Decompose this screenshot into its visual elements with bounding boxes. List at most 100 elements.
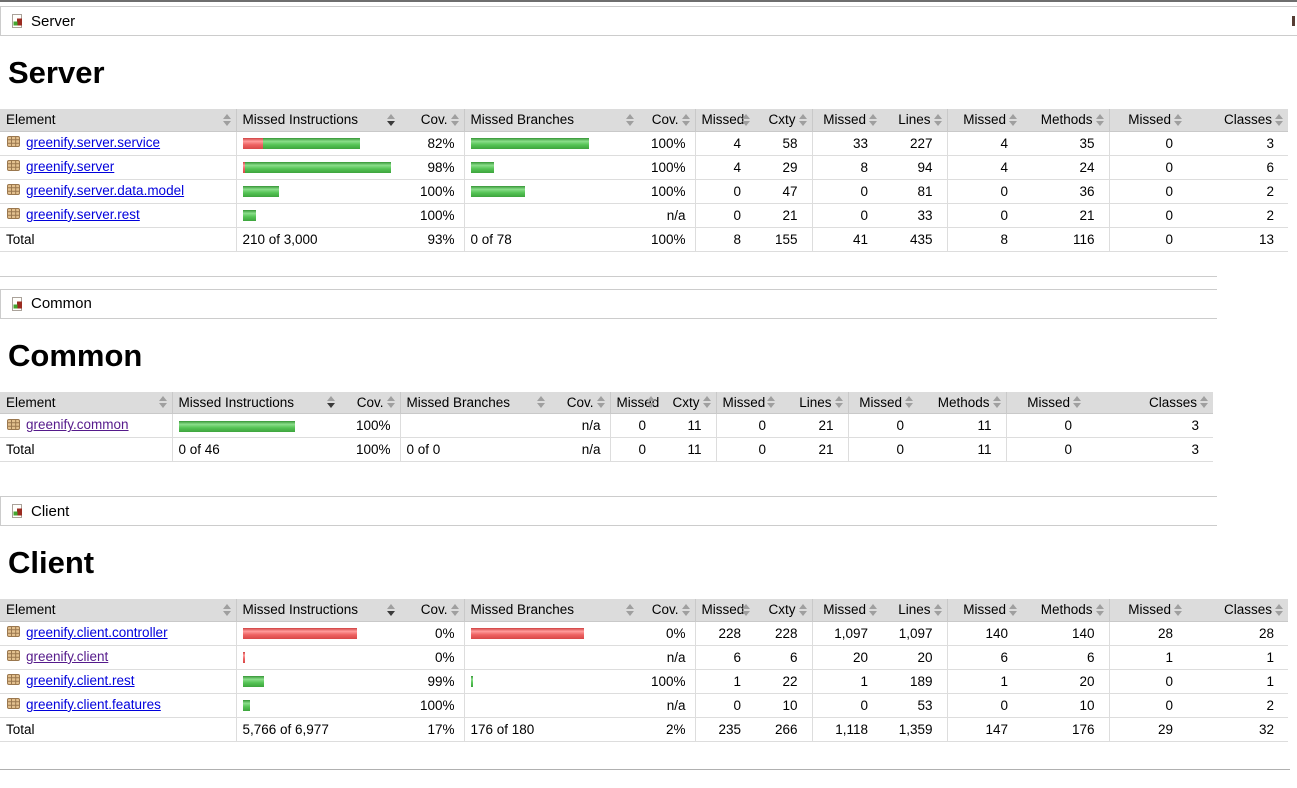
package-icon — [6, 625, 21, 641]
count-cell: 227 — [882, 131, 947, 156]
column-header-cxty[interactable]: Cxty — [755, 599, 812, 622]
column-header-missed[interactable]: Missed — [1108, 109, 1187, 132]
package-link[interactable]: greenify.client.features — [26, 696, 161, 712]
column-header-missed[interactable]: Missed — [847, 391, 918, 414]
count-cell: 228 — [755, 621, 812, 646]
column-label: Missed — [963, 602, 1006, 618]
total-row: Total 0 of 46 100% 0 of 0 n/a 0 11 0 21 0 11 0 3 — [0, 437, 1213, 462]
coverage-cell: 98% — [400, 155, 464, 180]
column-header-cov[interactable]: Cov. — [639, 109, 695, 132]
column-header-missed[interactable]: Missed — [946, 109, 1022, 132]
column-header-missed[interactable]: Missed — [811, 109, 882, 132]
element-cell: greenify.client.controller — [0, 621, 236, 646]
table-row: greenify.client.controller 0% 0% 228 228 1,09… — [0, 621, 1288, 646]
column-header-element[interactable]: Element — [0, 109, 236, 132]
count-cell: 32 — [1187, 717, 1288, 742]
count-cell: 0 — [1108, 203, 1187, 228]
column-header-missed[interactable]: Missed — [1005, 391, 1086, 414]
coverage-cell: 2% — [639, 717, 695, 742]
column-header-cov[interactable]: Cov. — [400, 599, 464, 622]
count-cell: 94 — [882, 155, 947, 180]
package-link[interactable]: greenify.server.service — [26, 134, 161, 150]
count-cell: 29 — [755, 155, 812, 180]
sort-icon — [1009, 603, 1018, 617]
count-cell: 0 — [609, 413, 660, 438]
column-header-cov[interactable]: Cov. — [400, 109, 464, 132]
header-row: Element Missed Instructions Cov. Missed Bra… — [0, 599, 1288, 622]
column-header-missed-instructions[interactable]: Missed Instructions — [235, 599, 400, 622]
column-header-element[interactable]: Element — [0, 391, 172, 414]
count-cell: 6 — [1187, 155, 1288, 180]
column-header-classes[interactable]: Classes — [1086, 391, 1213, 414]
column-header-cov[interactable]: Cov. — [340, 391, 400, 414]
table-row: greenify.client 0% n/a 6 6 20 20 6 6 1 1 — [0, 645, 1288, 670]
column-header-lines[interactable]: Lines — [882, 599, 947, 622]
column-header-cxty[interactable]: Cxty — [660, 391, 716, 414]
column-header-missed-instructions[interactable]: Missed Instructions — [235, 109, 400, 132]
count-cell: 8 — [811, 155, 882, 180]
branches-cell: 176 of 180 — [463, 717, 639, 742]
sort-icon — [767, 395, 776, 409]
column-header-methods[interactable]: Methods — [1022, 109, 1109, 132]
count-cell: 41 — [811, 227, 882, 252]
count-cell: 235 — [694, 717, 755, 742]
column-header-missed[interactable]: Missed — [694, 599, 755, 622]
package-link[interactable]: greenify.common — [26, 417, 129, 433]
column-header-missed-branches[interactable]: Missed Branches — [399, 391, 550, 414]
column-header-missed[interactable]: Missed — [1108, 599, 1187, 622]
package-link[interactable]: greenify.client — [26, 648, 109, 664]
branches-cell — [463, 669, 639, 694]
column-header-methods[interactable]: Methods — [1022, 599, 1109, 622]
column-label: Missed Instructions — [242, 602, 359, 618]
column-header-missed-branches[interactable]: Missed Branches — [463, 109, 639, 132]
package-link[interactable]: greenify.client.rest — [26, 672, 135, 688]
package-link[interactable]: greenify.server.data.model — [26, 182, 185, 198]
count-cell: 1 — [946, 669, 1022, 694]
count-cell: 266 — [755, 717, 812, 742]
column-header-lines[interactable]: Lines — [780, 391, 848, 414]
column-header-methods[interactable]: Methods — [918, 391, 1006, 414]
column-label: Element — [6, 394, 56, 410]
sort-icon — [537, 395, 546, 409]
sort-icon — [798, 113, 808, 127]
count-cell: 0 — [946, 179, 1022, 204]
count-cell: 4 — [694, 155, 755, 180]
column-header-missed-branches[interactable]: Missed Branches — [463, 599, 639, 622]
count-cell: 2 — [1187, 203, 1288, 228]
sort-icon — [905, 395, 914, 409]
column-header-missed[interactable]: Missed — [946, 599, 1022, 622]
breadcrumb: Client — [0, 496, 1217, 526]
coverage-cell: 100% — [639, 669, 695, 694]
count-cell: 147 — [946, 717, 1022, 742]
column-header-missed[interactable]: Missed — [609, 391, 660, 414]
column-header-cov[interactable]: Cov. — [639, 599, 695, 622]
package-link[interactable]: greenify.server.rest — [26, 206, 140, 222]
package-link[interactable]: greenify.server — [26, 158, 115, 174]
coverage-cell: 100% — [639, 131, 695, 156]
column-header-missed-instructions[interactable]: Missed Instructions — [171, 391, 340, 414]
count-cell: 0 — [946, 203, 1022, 228]
element-cell: greenify.server.data.model — [0, 179, 236, 204]
column-header-missed[interactable]: Missed — [811, 599, 882, 622]
column-header-cov[interactable]: Cov. — [550, 391, 610, 414]
column-header-classes[interactable]: Classes — [1187, 109, 1288, 132]
coverage-cell: 100% — [639, 227, 695, 252]
column-header-missed[interactable]: Missed — [715, 391, 780, 414]
sort-icon — [222, 603, 232, 617]
column-label: Lines — [898, 112, 931, 128]
column-header-lines[interactable]: Lines — [882, 109, 947, 132]
count-cell: 4 — [946, 131, 1022, 156]
column-header-missed[interactable]: Missed — [694, 109, 755, 132]
column-header-classes[interactable]: Classes — [1187, 599, 1288, 622]
column-header-cxty[interactable]: Cxty — [755, 109, 812, 132]
count-cell: 0 — [715, 437, 780, 462]
column-label: Lines — [799, 394, 832, 410]
sort-icon — [681, 603, 691, 617]
package-link[interactable]: greenify.client.controller — [26, 624, 168, 640]
count-cell: 1,359 — [882, 717, 947, 742]
coverage-cell: 93% — [400, 227, 464, 252]
instructions-cell — [235, 203, 400, 228]
column-header-element[interactable]: Element — [0, 599, 236, 622]
sort-icon — [834, 395, 844, 409]
column-label: Cov. — [420, 112, 448, 128]
